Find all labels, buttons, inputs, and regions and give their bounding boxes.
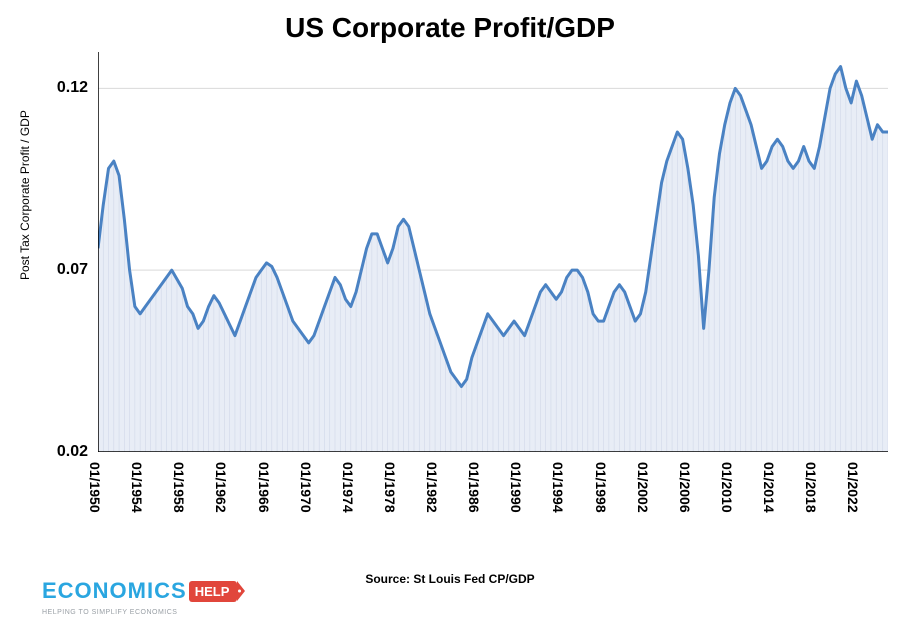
logo-word-2: HELP (189, 581, 238, 602)
x-tick-label: 01/1950 (87, 462, 103, 513)
brand-logo: ECONOMICS HELP (42, 578, 237, 604)
y-tick-label: 0.02 (57, 443, 88, 461)
logo-tagline: HELPING TO SIMPLIFY ECONOMICS (42, 609, 177, 616)
x-tick-label: 01/1970 (298, 462, 314, 513)
x-tick-label: 01/2022 (845, 462, 861, 513)
x-tick-label: 01/1962 (213, 462, 229, 513)
x-tick-label: 01/1990 (508, 462, 524, 513)
chart-svg (98, 52, 888, 452)
x-tick-label: 01/1958 (171, 462, 187, 513)
plot-area (98, 52, 888, 452)
x-tick-label: 01/2018 (803, 462, 819, 513)
x-tick-label: 01/1998 (593, 462, 609, 513)
x-tick-label: 01/1974 (340, 462, 356, 513)
logo-word-1: ECONOMICS (42, 578, 187, 604)
x-tick-label: 01/1978 (382, 462, 398, 513)
y-axis-label: Post Tax Corporate Profit / GDP (18, 110, 32, 280)
x-tick-label: 01/1982 (424, 462, 440, 513)
x-tick-label: 01/1966 (256, 462, 272, 513)
y-tick-label: 0.12 (57, 79, 88, 97)
chart-title: US Corporate Profit/GDP (0, 12, 900, 44)
x-tick-label: 01/2002 (635, 462, 651, 513)
y-tick-label: 0.07 (57, 261, 88, 279)
x-tick-label: 01/1954 (129, 462, 145, 513)
x-tick-label: 01/1986 (466, 462, 482, 513)
x-tick-label: 01/2006 (677, 462, 693, 513)
x-tick-label: 01/2010 (719, 462, 735, 513)
x-tick-label: 01/2014 (761, 462, 777, 513)
x-tick-label: 01/1994 (550, 462, 566, 513)
